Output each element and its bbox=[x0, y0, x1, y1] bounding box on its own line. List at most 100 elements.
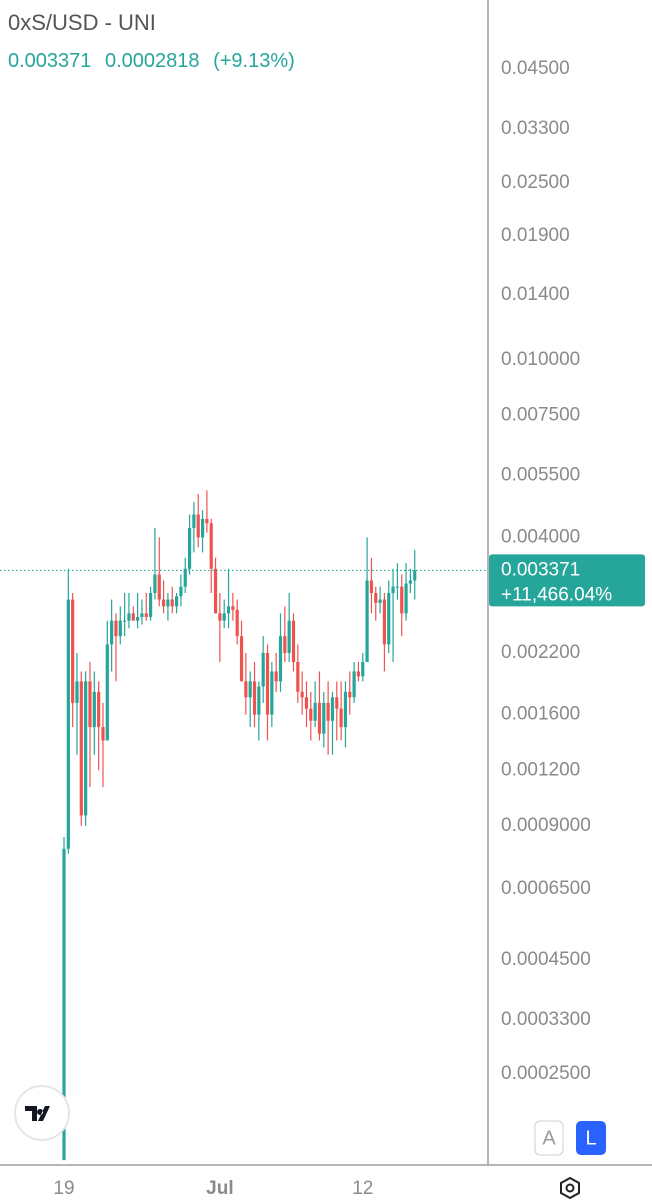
candle bbox=[183, 557, 187, 593]
candle bbox=[304, 681, 309, 728]
candle-body bbox=[75, 681, 79, 703]
candle-body bbox=[123, 620, 127, 622]
candle-body bbox=[153, 574, 157, 593]
candle-body bbox=[101, 727, 105, 741]
logo-circle[interactable] bbox=[14, 1085, 70, 1141]
candle-body bbox=[283, 636, 287, 653]
candle-body bbox=[261, 652, 265, 687]
candle-body bbox=[71, 599, 75, 703]
header-values: 0.003371 0.0002818 (+9.13%) bbox=[8, 50, 295, 72]
candle-body bbox=[209, 523, 213, 569]
candle bbox=[136, 592, 140, 629]
logo-mark[interactable] bbox=[25, 1106, 50, 1121]
candle bbox=[196, 494, 200, 548]
candle bbox=[218, 592, 222, 662]
candle bbox=[75, 652, 79, 755]
candle bbox=[322, 691, 326, 748]
candle bbox=[257, 681, 261, 741]
candle bbox=[382, 592, 387, 672]
candle bbox=[352, 661, 356, 703]
candle bbox=[131, 606, 135, 621]
candle bbox=[391, 568, 395, 662]
candle bbox=[114, 613, 118, 682]
candle bbox=[153, 527, 157, 600]
candle-body bbox=[218, 613, 222, 621]
tv-logo[interactable] bbox=[14, 1085, 70, 1141]
candle-body bbox=[369, 580, 374, 593]
candle-body bbox=[374, 592, 378, 603]
candle bbox=[235, 599, 239, 645]
candle-body bbox=[222, 613, 226, 621]
candle-body bbox=[343, 691, 348, 728]
price-tag bbox=[489, 554, 645, 607]
candle bbox=[140, 599, 144, 625]
candle-body bbox=[174, 596, 179, 607]
candle bbox=[213, 557, 218, 614]
log-button[interactable] bbox=[576, 1121, 606, 1155]
candle-body bbox=[400, 586, 404, 614]
settings-icon-center[interactable] bbox=[565, 1183, 575, 1193]
candle bbox=[244, 652, 248, 715]
candle-body bbox=[144, 613, 148, 617]
candle-body bbox=[62, 848, 66, 1161]
candle bbox=[84, 671, 88, 826]
candle-body bbox=[365, 580, 369, 662]
candle bbox=[343, 681, 348, 748]
candle-body bbox=[296, 661, 300, 692]
candle bbox=[200, 510, 205, 553]
candle-body bbox=[339, 708, 343, 728]
auto-button[interactable] bbox=[534, 1120, 564, 1156]
candle-body bbox=[352, 671, 356, 698]
candle-body bbox=[248, 681, 252, 698]
candle-body bbox=[244, 681, 248, 698]
candle bbox=[166, 592, 170, 621]
candle-body bbox=[105, 644, 109, 741]
y-tick-label: 0.01400 bbox=[501, 284, 570, 305]
candle bbox=[278, 613, 283, 692]
candle-body bbox=[161, 599, 166, 607]
candle bbox=[330, 691, 335, 755]
candle bbox=[326, 681, 330, 755]
candle-body bbox=[127, 613, 131, 621]
candle bbox=[187, 514, 192, 575]
candle bbox=[71, 592, 75, 728]
candle-body bbox=[213, 568, 218, 614]
plot-area bbox=[0, 490, 488, 1161]
candle-body bbox=[304, 697, 309, 709]
candle bbox=[296, 644, 300, 703]
candle-body bbox=[149, 592, 153, 617]
candle bbox=[231, 592, 235, 621]
y-tick-label: 0.01900 bbox=[501, 225, 570, 246]
candle bbox=[226, 568, 231, 629]
candle-body bbox=[317, 702, 322, 734]
candle-body bbox=[378, 599, 382, 603]
settings-icon[interactable] bbox=[560, 1176, 580, 1200]
auto-button-label[interactable]: A bbox=[542, 1127, 556, 1149]
candle-body bbox=[140, 613, 144, 617]
candle-body bbox=[66, 599, 70, 849]
price-tag-value: 0.003371 bbox=[501, 559, 580, 580]
candle bbox=[374, 586, 378, 621]
candle-body bbox=[88, 681, 92, 728]
candle bbox=[265, 644, 270, 741]
candle bbox=[335, 681, 339, 741]
candle-body bbox=[413, 570, 417, 581]
price-tag-change: +11,466.04% bbox=[501, 584, 612, 605]
candle bbox=[205, 490, 209, 533]
candle-body bbox=[196, 514, 200, 538]
candle-body bbox=[274, 671, 278, 682]
candle-body bbox=[348, 691, 352, 698]
log-button-label[interactable]: L bbox=[585, 1127, 596, 1149]
candle-body bbox=[136, 616, 140, 621]
candle bbox=[270, 661, 274, 728]
candle bbox=[291, 613, 296, 672]
y-tick-label: 0.010000 bbox=[501, 349, 580, 370]
y-tick-label: 0.002200 bbox=[501, 642, 580, 663]
candle bbox=[313, 681, 317, 728]
candle bbox=[161, 580, 166, 614]
candle-body bbox=[252, 681, 257, 715]
candle bbox=[348, 671, 352, 715]
candle bbox=[309, 691, 313, 741]
candle-body bbox=[192, 514, 196, 528]
